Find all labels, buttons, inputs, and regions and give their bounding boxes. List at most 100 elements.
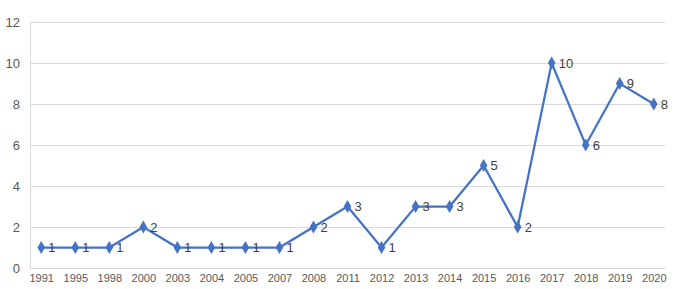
x-tick: 1991 <box>29 268 53 284</box>
marker <box>582 138 590 151</box>
data-label: 2 <box>320 220 327 235</box>
marker <box>140 220 148 233</box>
x-tick: 2015 <box>472 268 496 284</box>
x-tick-label: 2003 <box>166 272 190 284</box>
x-axis-line <box>31 268 666 269</box>
y-tick: 10 <box>6 56 665 71</box>
x-tick-label: 2013 <box>404 272 428 284</box>
y-tick-label: 0 <box>13 261 20 276</box>
x-tick-label: 2014 <box>438 272 462 284</box>
x-tick: 2013 <box>404 268 428 284</box>
grid-line <box>30 22 665 23</box>
y-tick-label: 12 <box>6 15 20 30</box>
series-line <box>41 63 654 248</box>
x-tick: 2019 <box>608 268 632 284</box>
x-tick: 2011 <box>336 268 360 284</box>
marker <box>616 77 624 90</box>
data-label: 3 <box>355 199 362 214</box>
x-tick: 2014 <box>438 268 462 284</box>
marks <box>37 56 657 254</box>
x-axis: 1991 1995 1998 2000 2003 2004 2005 2007 2008 2011… <box>29 268 666 284</box>
data-label: 3 <box>423 199 430 214</box>
grid-line <box>30 186 665 187</box>
marker <box>344 200 352 213</box>
marker <box>276 241 284 254</box>
marker <box>208 241 216 254</box>
marker <box>71 241 79 254</box>
marker <box>650 97 658 110</box>
x-tick: 2008 <box>302 268 326 284</box>
x-tick-label: 1991 <box>29 272 53 284</box>
x-tick-label: 2000 <box>132 272 156 284</box>
x-tick: 1995 <box>64 268 88 284</box>
chart: 0246810121991199519982000200320042005200… <box>0 0 674 289</box>
x-tick: 1998 <box>98 268 122 284</box>
x-tick-label: 2011 <box>336 272 360 284</box>
y-tick-label: 2 <box>13 220 20 235</box>
data-label: 2 <box>525 220 532 235</box>
y-axis: 024681012 <box>6 15 665 276</box>
marker <box>37 241 45 254</box>
x-tick: 2020 <box>642 268 666 284</box>
x-tick-label: 2012 <box>370 272 394 284</box>
y-tick: 2 <box>13 220 665 235</box>
data-label: 6 <box>593 138 600 153</box>
x-tick: 2012 <box>370 268 394 284</box>
x-tick-label: 2008 <box>302 272 326 284</box>
data-label: 10 <box>559 56 573 71</box>
x-tick: 2018 <box>574 268 598 284</box>
grid-line <box>30 145 665 146</box>
y-tick-label: 8 <box>13 97 20 112</box>
data-label: 3 <box>457 199 464 214</box>
x-tick: 2016 <box>506 268 530 284</box>
x-tick-label: 2017 <box>540 272 564 284</box>
x-tick-label: 2016 <box>506 272 530 284</box>
marker <box>242 241 250 254</box>
x-tick-label: 2015 <box>472 272 496 284</box>
data-label: 1 <box>184 240 191 255</box>
marker <box>446 200 454 213</box>
data-labels: 1 1 1 2 1 1 1 1 2 3 1 3 3 5 2 10 6 9 8 <box>48 56 668 256</box>
x-tick-label: 2018 <box>574 272 598 284</box>
x-tick-label: 2004 <box>200 272 224 284</box>
y-tick-label: 10 <box>6 56 20 71</box>
x-tick: 2003 <box>166 268 190 284</box>
data-label: 1 <box>218 240 225 255</box>
x-tick-label: 2020 <box>642 272 666 284</box>
marker <box>412 200 420 213</box>
y-tick: 6 <box>13 138 665 153</box>
data-label: 1 <box>48 240 55 255</box>
plot: 0246810121991199519982000200320042005200… <box>6 15 668 284</box>
marker <box>480 159 488 172</box>
y-tick: 4 <box>13 179 665 194</box>
data-label: 1 <box>286 240 293 255</box>
data-label: 1 <box>252 240 259 255</box>
marker <box>548 56 556 69</box>
x-tick: 2004 <box>200 268 224 284</box>
x-tick: 2005 <box>234 268 258 284</box>
grid-line <box>30 227 665 228</box>
marker <box>310 220 318 233</box>
data-label: 2 <box>150 220 157 235</box>
x-tick-label: 1998 <box>98 272 122 284</box>
data-label: 1 <box>389 240 396 255</box>
x-tick: 2007 <box>268 268 292 284</box>
data-label: 5 <box>491 158 498 173</box>
x-tick: 2000 <box>132 268 156 284</box>
data-label: 1 <box>116 240 123 255</box>
grid-line <box>30 268 665 269</box>
data-label: 1 <box>82 240 89 255</box>
x-tick-label: 2005 <box>234 272 258 284</box>
marker <box>174 241 182 254</box>
y-tick-label: 6 <box>13 138 20 153</box>
x-tick-label: 1995 <box>64 272 88 284</box>
marker <box>105 241 113 254</box>
data-label: 9 <box>627 76 634 91</box>
y-tick: 12 <box>6 15 665 30</box>
x-tick-label: 2007 <box>268 272 292 284</box>
data-label: 8 <box>661 97 668 112</box>
x-tick: 2017 <box>540 268 564 284</box>
y-tick-label: 4 <box>13 179 20 194</box>
x-tick-label: 2019 <box>608 272 632 284</box>
marker <box>378 241 386 254</box>
